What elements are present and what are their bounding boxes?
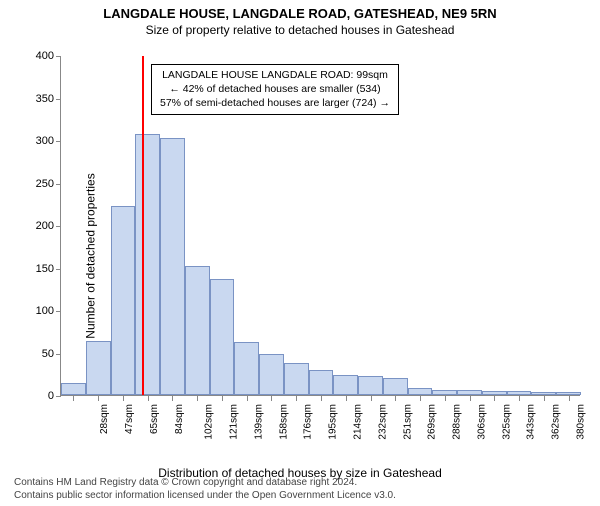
x-tick-label: 232sqm — [377, 404, 388, 440]
x-tick-label: 121sqm — [229, 404, 240, 440]
x-tick-label: 65sqm — [149, 404, 160, 434]
histogram-bar — [135, 134, 160, 395]
x-tick-label: 343sqm — [526, 404, 537, 440]
histogram-bar — [432, 390, 457, 395]
x-tick — [148, 396, 149, 401]
x-tick-label: 28sqm — [99, 404, 110, 434]
histogram-bar — [160, 138, 185, 395]
x-tick-label: 288sqm — [452, 404, 463, 440]
x-tick — [371, 396, 372, 401]
histogram-bar — [210, 279, 235, 395]
histogram-bar — [333, 375, 358, 395]
x-tick — [123, 396, 124, 401]
x-tick — [519, 396, 520, 401]
x-tick — [321, 396, 322, 401]
histogram-bar — [234, 342, 259, 395]
x-tick-label: 362sqm — [551, 404, 562, 440]
y-tick — [56, 396, 61, 397]
x-tick — [271, 396, 272, 401]
x-tick — [73, 396, 74, 401]
x-tick-label: 158sqm — [278, 404, 289, 440]
y-tick-label: 350 — [36, 93, 54, 105]
chart-subtitle: Size of property relative to detached ho… — [0, 23, 600, 37]
x-tick-label: 214sqm — [353, 404, 364, 440]
histogram-bar — [86, 341, 111, 395]
x-tick — [247, 396, 248, 401]
histogram-bar — [408, 388, 433, 395]
x-tick — [569, 396, 570, 401]
y-tick-label: 0 — [48, 390, 54, 402]
annotation-box: LANGDALE HOUSE LANGDALE ROAD: 99sqm ← 42… — [151, 64, 399, 115]
y-tick-label: 200 — [36, 220, 54, 232]
histogram-bar — [309, 370, 334, 396]
x-tick — [296, 396, 297, 401]
x-tick-label: 380sqm — [575, 404, 586, 440]
y-tick — [56, 269, 61, 270]
chart-container: LANGDALE HOUSE, LANGDALE ROAD, GATESHEAD… — [0, 6, 600, 506]
y-tick — [56, 99, 61, 100]
y-tick-label: 300 — [36, 135, 54, 147]
histogram-bar — [111, 206, 136, 395]
x-tick — [197, 396, 198, 401]
annotation-line: ← 42% of detached houses are smaller (53… — [160, 82, 390, 96]
x-tick — [222, 396, 223, 401]
histogram-bar — [556, 392, 581, 395]
histogram-bar — [185, 266, 210, 395]
y-tick-label: 50 — [42, 348, 54, 360]
annotation-line: LANGDALE HOUSE LANGDALE ROAD: 99sqm — [160, 68, 390, 82]
x-tick-label: 139sqm — [254, 404, 265, 440]
y-tick — [56, 311, 61, 312]
attribution-line: Contains HM Land Registry data © Crown c… — [14, 477, 600, 490]
plot-area: LANGDALE HOUSE LANGDALE ROAD: 99sqm ← 42… — [60, 56, 580, 396]
x-tick — [420, 396, 421, 401]
x-tick-label: 325sqm — [501, 404, 512, 440]
x-tick — [544, 396, 545, 401]
y-tick-label: 100 — [36, 305, 54, 317]
x-tick — [98, 396, 99, 401]
x-tick-label: 269sqm — [427, 404, 438, 440]
y-tick-label: 400 — [36, 50, 54, 62]
y-tick-label: 250 — [36, 178, 54, 190]
histogram-bar — [259, 354, 284, 395]
chart-title: LANGDALE HOUSE, LANGDALE ROAD, GATESHEAD… — [0, 6, 600, 21]
attribution-line: Contains public sector information licen… — [14, 490, 600, 503]
histogram-bar — [531, 392, 556, 395]
x-tick — [445, 396, 446, 401]
y-tick-label: 150 — [36, 263, 54, 275]
x-tick-label: 47sqm — [124, 404, 135, 434]
x-tick — [395, 396, 396, 401]
histogram-bar — [482, 391, 507, 395]
y-tick — [56, 354, 61, 355]
histogram-bar — [383, 378, 408, 395]
histogram-bar — [61, 383, 86, 395]
property-marker-line — [142, 56, 144, 395]
x-tick-label: 84sqm — [174, 404, 185, 434]
x-tick-label: 176sqm — [303, 404, 314, 440]
x-tick-label: 251sqm — [402, 404, 413, 440]
y-tick — [56, 141, 61, 142]
attribution-text: Contains HM Land Registry data © Crown c… — [0, 477, 600, 506]
x-tick — [172, 396, 173, 401]
y-tick — [56, 184, 61, 185]
chart-area: LANGDALE HOUSE LANGDALE ROAD: 99sqm ← 42… — [60, 56, 580, 426]
x-tick — [346, 396, 347, 401]
histogram-bar — [507, 391, 532, 395]
y-tick — [56, 226, 61, 227]
y-tick — [56, 56, 61, 57]
x-tick — [470, 396, 471, 401]
x-tick — [494, 396, 495, 401]
histogram-bar — [457, 390, 482, 395]
x-tick-label: 195sqm — [328, 404, 339, 440]
histogram-bar — [284, 363, 309, 395]
histogram-bar — [358, 376, 383, 395]
x-tick-label: 102sqm — [204, 404, 215, 440]
annotation-line: 57% of semi-detached houses are larger (… — [160, 96, 390, 110]
x-tick-label: 306sqm — [476, 404, 487, 440]
